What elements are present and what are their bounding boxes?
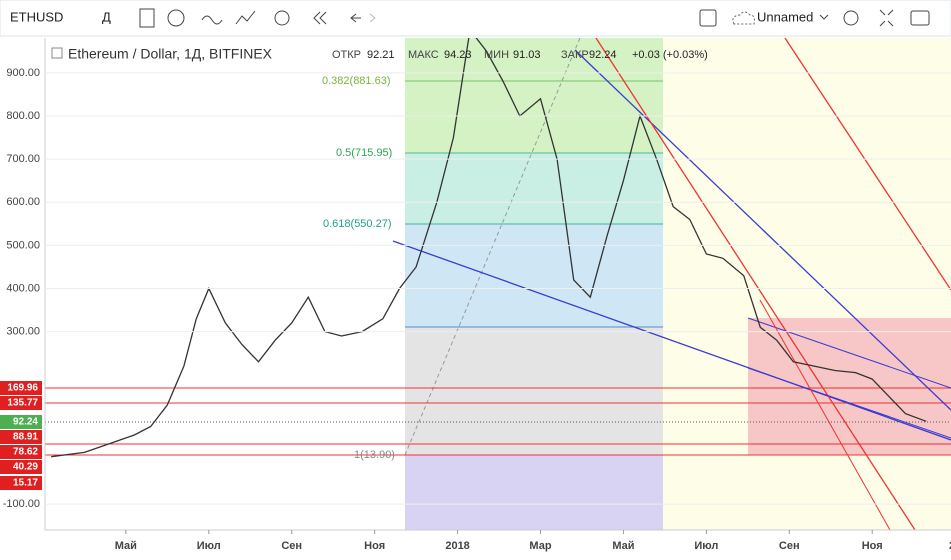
trend-line [392, 240, 951, 441]
price-label: 88.91 [13, 432, 38, 443]
price-label: 135.77 [7, 398, 38, 409]
price-label-bg [0, 430, 42, 444]
settings-icon[interactable] [843, 10, 859, 26]
zone-purple [405, 455, 663, 530]
y-tick-label: 400.00 [6, 282, 40, 294]
legend-label: МАКС [408, 49, 439, 61]
channel-line [747, 367, 951, 439]
zone-grey [405, 327, 663, 455]
legend-value: 94.23 [444, 49, 472, 61]
dropdown-arrow[interactable] [819, 14, 829, 20]
x-tick-label: Май [612, 540, 634, 552]
redo-icon[interactable] [369, 13, 376, 23]
legend-toggle[interactable] [51, 47, 63, 59]
price-label: 169.96 [7, 383, 38, 394]
compare-icon[interactable] [201, 15, 223, 25]
x-tick-label: Июл [694, 540, 718, 552]
price-label: 92.24 [13, 417, 38, 428]
price-label: 78.62 [13, 447, 38, 458]
toolbar-bg [0, 0, 951, 37]
price-label-bg [0, 445, 42, 459]
price-label-bg [0, 396, 42, 410]
replay-icon[interactable] [313, 11, 327, 25]
legend-value: 92.24 [589, 49, 617, 61]
templates-icon[interactable] [235, 10, 256, 25]
zone-green [405, 38, 663, 152]
y-tick-label: 500.00 [6, 239, 40, 251]
price-label: 40.29 [13, 462, 38, 473]
y-tick-label: 600.00 [6, 196, 40, 208]
legend-title: Ethereum / Dollar, 1Д, BITFINEX [68, 46, 273, 62]
y-tick-label: 300.00 [6, 326, 40, 338]
y-tick-label: 700.00 [6, 153, 40, 165]
x-tick-label: Ноя [364, 540, 385, 552]
symbol[interactable]: ETHUSD [10, 9, 63, 24]
fib-label: 0.382(881.63) [322, 75, 391, 87]
snapshot-icon[interactable] [910, 10, 930, 26]
price-label-bg [0, 460, 42, 474]
legend-label: ЗАКР [561, 49, 589, 61]
zone-teal [405, 152, 663, 224]
legend-value: 92.21 [367, 49, 395, 61]
channel-line [747, 317, 951, 389]
layout-name[interactable]: Unnamed [757, 9, 813, 24]
legend: Ethereum / Dollar, 1Д, BITFINEX ОТКР 92.… [51, 46, 708, 62]
price-label-bg [0, 381, 42, 395]
trend-dashed [404, 38, 581, 456]
legend-value: 91.03 [513, 49, 541, 61]
interval[interactable]: Д [102, 9, 111, 24]
indicator-icon[interactable] [167, 9, 185, 27]
price-labels: 169.96 135.77 92.24 88.91 78.62 40.29 15.17 [0, 381, 42, 490]
zone-yellow [663, 38, 951, 530]
y-tick-label: 900.00 [6, 67, 40, 79]
alert-icon[interactable] [274, 10, 290, 26]
x-tick-label: Июл [197, 540, 221, 552]
drawings [45, 38, 951, 530]
x-tick-label: Сен [281, 540, 302, 552]
undo-icon[interactable] [350, 13, 361, 23]
x-tick-label: Мар [529, 540, 551, 552]
trend-line [759, 299, 891, 530]
toolbar: ETHUSD Д Unnamed [0, 0, 951, 37]
fullscreen-box[interactable] [699, 9, 717, 27]
x-tick-label: Сен [779, 540, 800, 552]
price-label-bg [0, 476, 42, 490]
x-tick-label: Май [115, 540, 137, 552]
expand-icon[interactable] [879, 9, 894, 27]
price-line [51, 38, 927, 458]
trend-line [784, 38, 951, 291]
zone-red [748, 318, 951, 455]
legend-label: ОТКР [332, 49, 361, 61]
series-group [51, 38, 927, 458]
legend-change: +0.03 (+0.03%) [632, 49, 708, 61]
price-label-bg [0, 415, 42, 429]
trend-line [574, 49, 951, 411]
trend-line [595, 38, 916, 530]
fib-label: 1(13.90) [354, 449, 395, 461]
y-tick-label: -100.00 [3, 498, 40, 510]
fib-label: 0.5(715.95) [336, 147, 392, 159]
zone-blue [405, 224, 663, 327]
fib-label: 0.618(550.27) [323, 218, 392, 230]
x-tick-label: 20 [949, 540, 951, 552]
legend-label: МИН [484, 49, 509, 61]
x-tick-label: Ноя [862, 540, 883, 552]
y-tick-label: 800.00 [6, 110, 40, 122]
candle-icon[interactable] [139, 8, 155, 28]
x-tick-label: 2018 [445, 540, 469, 552]
price-label: 15.17 [13, 478, 38, 489]
